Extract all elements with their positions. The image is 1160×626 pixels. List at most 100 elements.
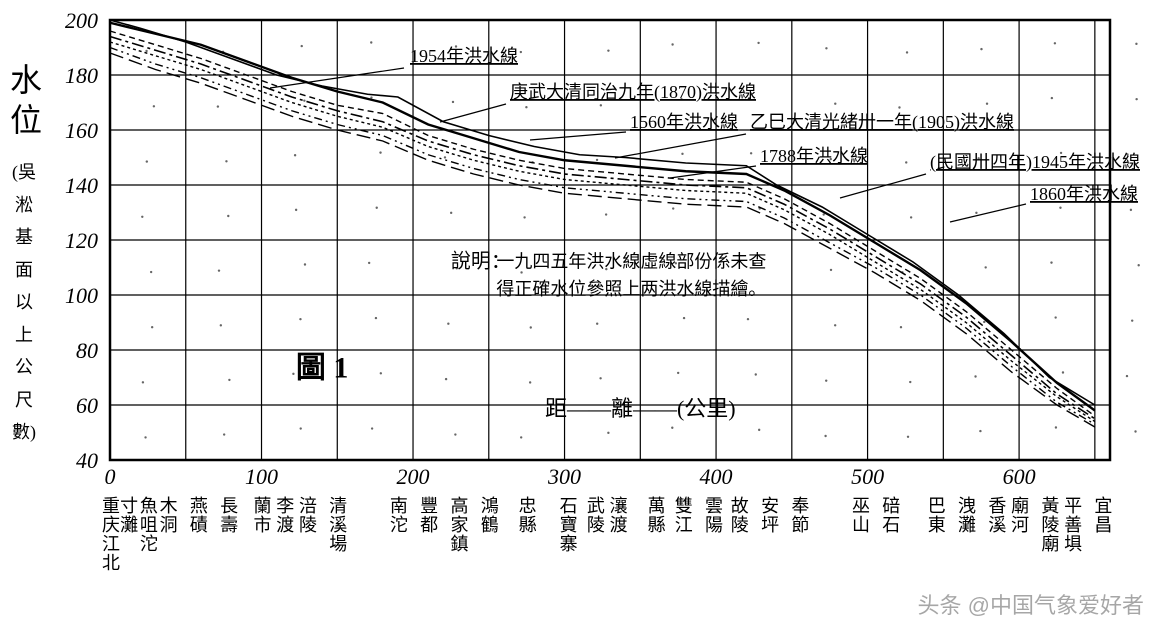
leader-line [950, 204, 1026, 222]
ink-fleck [758, 429, 760, 431]
ink-fleck [986, 103, 988, 105]
x-tick-label: 0 [105, 464, 116, 489]
ink-fleck [747, 318, 749, 320]
ink-fleck [907, 436, 909, 438]
series-label: 1954年洪水線 [410, 46, 518, 66]
ink-fleck [1054, 42, 1056, 44]
ink-fleck [607, 49, 609, 51]
watermark: 头条 @中国气象爱好者 [918, 588, 1144, 620]
ink-fleck [529, 381, 531, 383]
series-line [110, 23, 1095, 411]
ink-fleck [294, 154, 296, 156]
ink-fleck [1054, 316, 1056, 318]
ink-fleck [757, 42, 759, 44]
ink-fleck [898, 106, 900, 108]
ink-fleck [683, 317, 685, 319]
ink-fleck [371, 427, 373, 429]
ink-fleck [983, 321, 985, 323]
station-label: 碚石 [880, 496, 900, 534]
ink-fleck [228, 379, 230, 381]
ink-fleck [905, 161, 907, 163]
y-tick-label: 160 [65, 118, 98, 143]
ink-fleck [153, 105, 155, 107]
ink-fleck [303, 99, 305, 101]
series-label: 庚武大清同治九年(1870)洪水線 [510, 82, 756, 103]
ink-fleck [834, 324, 836, 326]
ink-fleck [1062, 371, 1064, 373]
ink-fleck [909, 381, 911, 383]
station-label: 寸灘 [118, 496, 138, 534]
ink-fleck [217, 105, 219, 107]
station-label: 廟河 [1009, 496, 1029, 534]
ink-fleck [671, 43, 673, 45]
figure-number: 圖 1 [296, 352, 349, 385]
ink-fleck [142, 381, 144, 383]
y-tick-label: 100 [65, 283, 98, 308]
station-label: 涪陵 [297, 496, 317, 534]
station-label: 雲陽 [703, 496, 723, 534]
ink-fleck [834, 103, 836, 105]
x-tick-label: 400 [700, 464, 733, 489]
ink-fleck [681, 153, 683, 155]
ink-fleck [523, 216, 525, 218]
ink-fleck [220, 324, 222, 326]
station-label: 忠縣 [517, 496, 537, 534]
ink-fleck [145, 50, 147, 52]
station-label: 蘭市 [252, 496, 272, 534]
y-axis-title: 水 位 (吳淞基面以上公尺數) [10, 60, 38, 447]
ink-fleck [677, 372, 679, 374]
x-tick-label: 600 [1003, 464, 1036, 489]
ink-fleck [299, 318, 301, 320]
leader-line [615, 134, 746, 158]
ink-fleck [974, 375, 976, 377]
station-label: 香溪 [986, 496, 1006, 534]
ink-fleck [370, 41, 372, 43]
series-line [110, 48, 1095, 425]
ink-fleck [755, 373, 757, 375]
leader-line [530, 132, 626, 140]
ink-fleck [979, 430, 981, 432]
leader-line [440, 104, 506, 122]
station-label: 雙江 [673, 496, 693, 534]
ink-fleck [825, 47, 827, 49]
x-tick-label: 100 [245, 464, 278, 489]
ink-fleck [1050, 261, 1052, 263]
ink-fleck [151, 326, 153, 328]
ink-fleck [607, 432, 609, 434]
station-label: 南沱 [388, 496, 408, 534]
x-tick-label: 200 [397, 464, 430, 489]
ink-fleck [599, 377, 601, 379]
ink-fleck [825, 379, 827, 381]
station-label: 宜昌 [1092, 496, 1112, 534]
y-tick-label: 180 [65, 63, 98, 88]
ink-fleck [452, 101, 454, 103]
station-label: 平善埧 [1062, 496, 1082, 553]
ink-fleck [146, 160, 148, 162]
station-label: 長壽 [218, 496, 238, 534]
ink-fleck [1137, 264, 1139, 266]
ink-fleck [227, 215, 229, 217]
ink-fleck [223, 433, 225, 435]
ink-fleck [304, 263, 306, 265]
ink-fleck [520, 436, 522, 438]
series-label: 1860年洪水線 [1030, 184, 1138, 204]
ink-fleck [141, 216, 143, 218]
station-label: 石寶寨 [558, 496, 578, 553]
y-axis-title-main: 水 位 [10, 60, 38, 140]
ink-fleck [1059, 207, 1061, 209]
ink-fleck [150, 271, 152, 273]
ink-fleck [380, 372, 382, 374]
x-axis-title: 距——離——(公里) [545, 396, 736, 421]
ink-fleck [1134, 430, 1136, 432]
station-label: 李渡 [274, 496, 294, 534]
series-label: 1560年洪水線 [630, 112, 738, 132]
x-tick-label: 300 [547, 464, 581, 489]
ink-fleck [596, 159, 598, 161]
ink-fleck [1126, 375, 1128, 377]
ink-fleck [975, 212, 977, 214]
station-label: 武陵 [585, 496, 605, 534]
flood-profile-chart: 4060801001201401601802000100200300400500… [0, 0, 1160, 626]
ink-fleck [368, 262, 370, 264]
station-label: 黃陵廟 [1039, 496, 1059, 553]
ink-fleck [824, 435, 826, 437]
